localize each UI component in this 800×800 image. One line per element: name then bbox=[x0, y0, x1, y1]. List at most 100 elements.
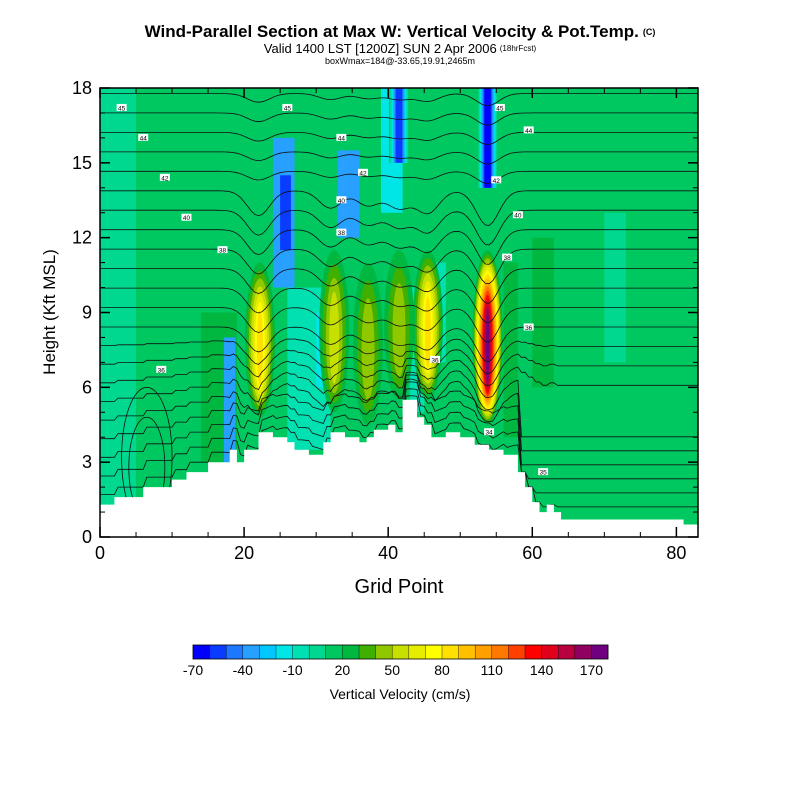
isentrope-label-bg bbox=[538, 468, 549, 476]
velocity-cell bbox=[503, 262, 518, 438]
isentrope-label: 42 bbox=[357, 168, 368, 177]
colorbar-swatch bbox=[442, 645, 459, 659]
isentrope-label-text: 40 bbox=[183, 215, 191, 222]
isentrope-label-bg bbox=[159, 173, 170, 181]
isentrope-label-text: 45 bbox=[118, 105, 126, 112]
colorbar-swatch bbox=[342, 645, 360, 659]
isentrope-line bbox=[100, 170, 698, 184]
isentrope-label-bg bbox=[116, 103, 127, 111]
x-tick-label: 80 bbox=[666, 543, 686, 563]
isentrope-line bbox=[100, 395, 698, 508]
isentrope-label-bg bbox=[491, 176, 502, 184]
isentrope-label: 40 bbox=[336, 196, 347, 205]
isentrope-line bbox=[100, 268, 698, 304]
isentrope-label: 45 bbox=[494, 103, 505, 112]
isentrope-label-bg bbox=[523, 323, 534, 331]
isentrope-line bbox=[100, 190, 698, 226]
velocity-cell bbox=[532, 237, 554, 388]
isentrope-label-bg bbox=[282, 103, 293, 111]
colorbar-tick-label: 50 bbox=[384, 662, 400, 678]
isentrope-label-bg bbox=[494, 103, 505, 111]
x-tick-label: 40 bbox=[378, 543, 398, 563]
y-axis-label: Height (Kft MSL) bbox=[40, 249, 59, 375]
isentrope-label-bg bbox=[336, 133, 347, 141]
x-tick-label: 0 bbox=[95, 543, 105, 563]
chart-title: Wind-Parallel Section at Max W: Vertical… bbox=[144, 22, 639, 41]
isentrope-label-text: 42 bbox=[161, 175, 169, 182]
isentrope-label-bg bbox=[336, 228, 347, 236]
y-tick-label: 15 bbox=[72, 153, 92, 173]
colorbar-frame bbox=[192, 644, 609, 660]
isentrope-line bbox=[100, 151, 698, 165]
updraft-band bbox=[256, 310, 263, 385]
colorbar-tick-label: 20 bbox=[335, 662, 351, 678]
colorbar-swatch bbox=[242, 645, 260, 659]
isentrope-label-text: 42 bbox=[359, 170, 367, 177]
isentrope-label: 35 bbox=[538, 468, 549, 477]
isentrope-line bbox=[100, 381, 698, 480]
isentrope-label-text: 45 bbox=[496, 105, 504, 112]
colorbar-swatch bbox=[458, 645, 476, 659]
isentrope-label-text: 45 bbox=[284, 105, 292, 112]
isentrope-label-text: 34 bbox=[485, 430, 493, 437]
isentrope-labels: 45 44 42 40 38 45 44 42 40 38 36 45 44 42 40 38 36 36 34 35 bbox=[116, 103, 549, 477]
isentrope-label: 38 bbox=[336, 228, 347, 237]
isentrope-line bbox=[100, 338, 698, 375]
velocity-cell bbox=[337, 150, 360, 238]
terrain-mask bbox=[100, 399, 698, 537]
colorbar-swatch bbox=[541, 645, 559, 659]
isentrope-line bbox=[100, 378, 698, 452]
updraft-band bbox=[361, 298, 375, 401]
isentrope-line bbox=[100, 112, 698, 126]
isentrope-label-bg bbox=[484, 428, 495, 436]
isentrope-label-bg bbox=[430, 355, 441, 363]
updraft-band bbox=[392, 283, 406, 378]
colorbar-swatch bbox=[375, 645, 393, 659]
isentrope-label-text: 42 bbox=[493, 178, 501, 185]
y-tick-label: 18 bbox=[72, 78, 92, 98]
isentrope-label: 44 bbox=[138, 133, 149, 142]
isentrope-label-bg bbox=[523, 126, 534, 134]
isentrope-label: 36 bbox=[156, 365, 167, 374]
colorbar-label: Vertical Velocity (cm/s) bbox=[330, 686, 471, 702]
isentrope-line bbox=[100, 209, 698, 246]
velocity-cell bbox=[223, 337, 236, 463]
isentrope-line bbox=[100, 132, 698, 145]
colorbar-tick-label: -70 bbox=[183, 662, 203, 678]
isentrope-line bbox=[100, 388, 698, 494]
isentrope-label-text: 36 bbox=[158, 367, 166, 374]
y-tick-label: 3 bbox=[82, 452, 92, 472]
colorbar-swatch bbox=[525, 645, 542, 659]
isentrope-label: 45 bbox=[282, 103, 293, 112]
chart-subtitle: Valid 1400 LST [1200Z] SUN 2 Apr 2006 bbox=[263, 41, 497, 56]
velocity-cell bbox=[280, 175, 291, 251]
isentrope-label-text: 36 bbox=[431, 357, 439, 364]
updraft-band bbox=[486, 311, 490, 383]
isentrope-label: 42 bbox=[491, 176, 502, 185]
isentrope-label-text: 38 bbox=[219, 248, 227, 255]
colorbar-swatch bbox=[425, 645, 443, 659]
colorbar-swatch bbox=[259, 645, 277, 659]
colorbar-tick-label: 140 bbox=[530, 662, 554, 678]
isentrope-label-bg bbox=[138, 133, 149, 141]
isentrope-label-text: 38 bbox=[503, 255, 511, 262]
y-tick-label: 9 bbox=[82, 303, 92, 323]
isentrope-line bbox=[100, 229, 698, 265]
colorbar-tick-label: 110 bbox=[481, 662, 504, 678]
colorbar-tick-label: -10 bbox=[282, 662, 302, 678]
isentrope-label-bg bbox=[156, 365, 167, 373]
y-tick-label: 12 bbox=[72, 228, 92, 248]
isentrope-label-text: 38 bbox=[338, 230, 346, 237]
isentrope-line bbox=[100, 349, 698, 386]
title-block: Wind-Parallel Section at Max W: Vertical… bbox=[0, 22, 800, 67]
isentrope-label: 36 bbox=[523, 323, 534, 332]
y-tick-label: 6 bbox=[82, 377, 92, 397]
box-max-note: boxWmax=184@-33.65,19.91,2465m bbox=[325, 56, 475, 66]
isentrope-label: 34 bbox=[484, 428, 495, 437]
colorbar-swatch bbox=[591, 645, 609, 659]
isentrope-line bbox=[100, 326, 698, 363]
isentrope-line bbox=[100, 359, 698, 398]
colorbar-swatch bbox=[276, 645, 293, 659]
